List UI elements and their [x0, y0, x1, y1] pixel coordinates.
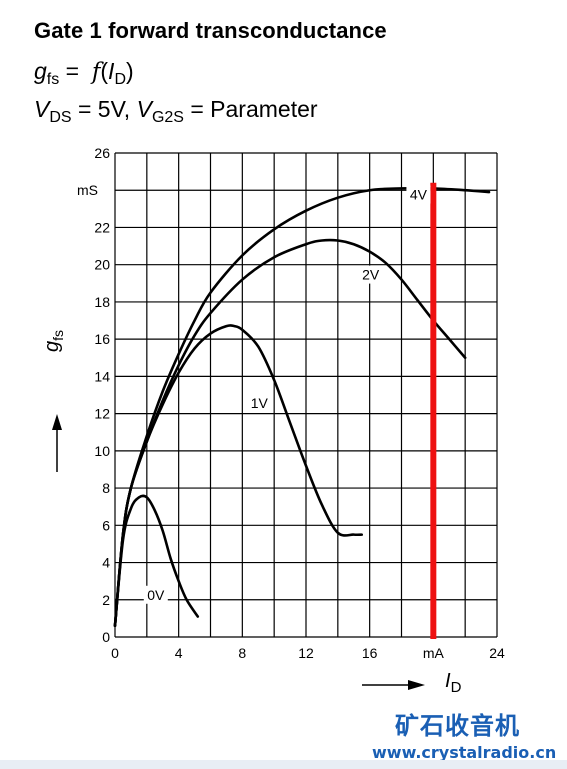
y-tick-label: 0 [102, 629, 110, 645]
y-tick-label: 14 [94, 368, 110, 384]
symbol-i: I [108, 58, 115, 84]
symbol-g: g [34, 58, 47, 84]
y-tick-label: 6 [102, 517, 110, 533]
symbol-vds-sub: DS [49, 109, 72, 126]
y-tick-label: 16 [94, 331, 110, 347]
series-label-4V: 4V [410, 187, 428, 203]
y-tick-label: 12 [94, 406, 110, 422]
series-label-1V: 1V [251, 395, 269, 411]
x-tick-label: 16 [362, 645, 378, 661]
y-tick-label: 26 [94, 145, 110, 161]
y-axis-label: gfs [41, 330, 66, 352]
x-tick-label: mA [423, 645, 445, 661]
equals: = [59, 58, 92, 84]
y-axis-arrow-head [52, 414, 62, 430]
y-tick-label: 18 [94, 294, 110, 310]
x-tick-label: 0 [111, 645, 119, 661]
x-axis-arrow-head [408, 680, 425, 690]
chart-title: Gate 1 forward transconductance [34, 18, 387, 43]
y-tick-label: 20 [94, 257, 110, 273]
watermark-url: www.crystalradio.cn [372, 743, 557, 762]
x-axis-label: ID [445, 670, 462, 696]
y-tick-label: 10 [94, 443, 110, 459]
parameter-text: = Parameter [183, 96, 318, 122]
symbol-f: f [91, 59, 101, 85]
symbol-i-sub: D [114, 71, 126, 88]
series-line-2V [113, 238, 467, 628]
y-tick-label: 22 [94, 219, 110, 235]
x-tick-label: 8 [238, 645, 246, 661]
x-tick-label: 4 [175, 645, 183, 661]
series-label-2V: 2V [362, 267, 380, 283]
vds-value: = 5V, [71, 96, 137, 122]
paren-close: ) [126, 58, 134, 84]
series-line-1V [113, 324, 364, 628]
y-tick-label: 8 [102, 480, 110, 496]
series-label-bg [143, 585, 168, 604]
x-tick-label: 24 [489, 645, 505, 661]
y-tick-label: 2 [102, 592, 110, 608]
x-tick-label: 12 [298, 645, 314, 661]
symbol-vds: V [34, 96, 50, 122]
symbol-vg2s: V [136, 96, 152, 122]
series-label-0V: 0V [147, 587, 165, 603]
formula-gfs: gfs = f(ID) [34, 58, 134, 89]
series-line-0V [113, 494, 200, 628]
y-tick-label: 4 [102, 555, 110, 571]
series-label-bg [406, 185, 431, 204]
paren-open: ( [100, 58, 109, 84]
symbol-vg2s-sub: G2S [151, 109, 184, 126]
y-tick-label: mS [77, 182, 98, 198]
watermark-brand: 矿石收音机 [395, 712, 520, 740]
formula-conditions: VDS = 5V, VG2S = Parameter [34, 96, 318, 127]
series-label-bg [247, 394, 272, 413]
series-label-bg [358, 265, 383, 284]
symbol-g-sub: fs [46, 71, 60, 88]
bottom-strip [0, 760, 567, 769]
